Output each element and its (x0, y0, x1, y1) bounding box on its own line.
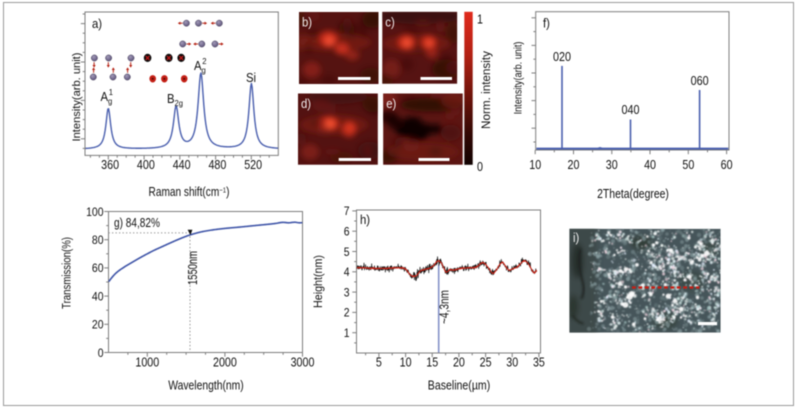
svg-text:35: 35 (533, 356, 545, 370)
svg-text:f): f) (543, 16, 550, 31)
svg-text:80: 80 (92, 234, 104, 247)
svg-text:10: 10 (529, 158, 541, 172)
svg-text:Si: Si (246, 70, 256, 85)
svg-text:h): h) (360, 212, 370, 227)
svg-text:i): i) (573, 230, 579, 245)
svg-text:Transmission(%): Transmission(%) (61, 237, 74, 309)
svg-text:Ag1: Ag1 (101, 88, 114, 106)
svg-text:2000: 2000 (213, 356, 237, 370)
svg-text:40: 40 (92, 291, 104, 304)
svg-text:60: 60 (721, 158, 733, 172)
svg-text:20: 20 (92, 319, 104, 332)
svg-text:1: 1 (477, 13, 483, 27)
svg-text:20: 20 (453, 356, 465, 370)
svg-text:Intensity(arb. unit): Intensity(arb. unit) (71, 52, 83, 141)
svg-text:Raman shift(cm−1): Raman shift(cm−1) (149, 186, 230, 199)
svg-text:c): c) (385, 15, 394, 30)
svg-text:6: 6 (344, 226, 350, 239)
svg-text:30: 30 (606, 158, 618, 172)
svg-text:7: 7 (344, 206, 350, 219)
svg-text:30: 30 (506, 356, 518, 370)
svg-text:b): b) (302, 15, 312, 30)
svg-text:Norm. intensity: Norm. intensity (480, 51, 493, 129)
svg-text:440: 440 (173, 158, 191, 172)
svg-text:5: 5 (376, 356, 382, 370)
svg-text:10: 10 (400, 356, 412, 370)
svg-text:1000: 1000 (135, 356, 159, 370)
svg-text:2Theta(degree): 2Theta(degree) (597, 188, 669, 201)
svg-text:Intensity(arb. unit): Intensity(arb. unit) (513, 42, 525, 115)
svg-text:Ag2: Ag2 (194, 57, 207, 75)
svg-text:360: 360 (101, 158, 119, 172)
svg-text:4: 4 (344, 266, 350, 279)
svg-text:25: 25 (480, 356, 492, 370)
svg-text:0: 0 (477, 160, 483, 174)
svg-text:040: 040 (622, 103, 640, 117)
svg-text:15: 15 (426, 356, 438, 370)
svg-text:1: 1 (344, 327, 350, 340)
svg-text:060: 060 (691, 74, 709, 88)
svg-text:480: 480 (208, 158, 226, 172)
svg-text:3000: 3000 (291, 356, 315, 370)
svg-text:~4,3nm: ~4,3nm (439, 290, 452, 324)
svg-text:Wavelength(nm): Wavelength(nm) (168, 379, 244, 392)
svg-text:520: 520 (244, 158, 262, 172)
svg-text:e): e) (386, 96, 396, 111)
svg-text:a): a) (92, 16, 102, 31)
svg-text:50: 50 (682, 158, 694, 172)
svg-text:100: 100 (86, 206, 103, 219)
svg-text:Height(nm): Height(nm) (313, 255, 325, 308)
svg-text:g) 84,82%: g) 84,82% (114, 217, 160, 230)
svg-text:0: 0 (98, 347, 104, 360)
svg-text:60: 60 (92, 263, 104, 276)
svg-text:Baseline(µm): Baseline(µm) (428, 378, 491, 392)
svg-text:020: 020 (553, 50, 571, 64)
svg-text:40: 40 (644, 158, 656, 172)
svg-text:20: 20 (568, 158, 580, 172)
svg-text:3: 3 (344, 287, 350, 300)
svg-text:2: 2 (344, 307, 350, 320)
svg-text:d): d) (301, 96, 311, 111)
svg-text:400: 400 (137, 158, 155, 172)
svg-text:5: 5 (344, 246, 350, 259)
svg-text:1550nm: 1550nm (187, 251, 201, 285)
